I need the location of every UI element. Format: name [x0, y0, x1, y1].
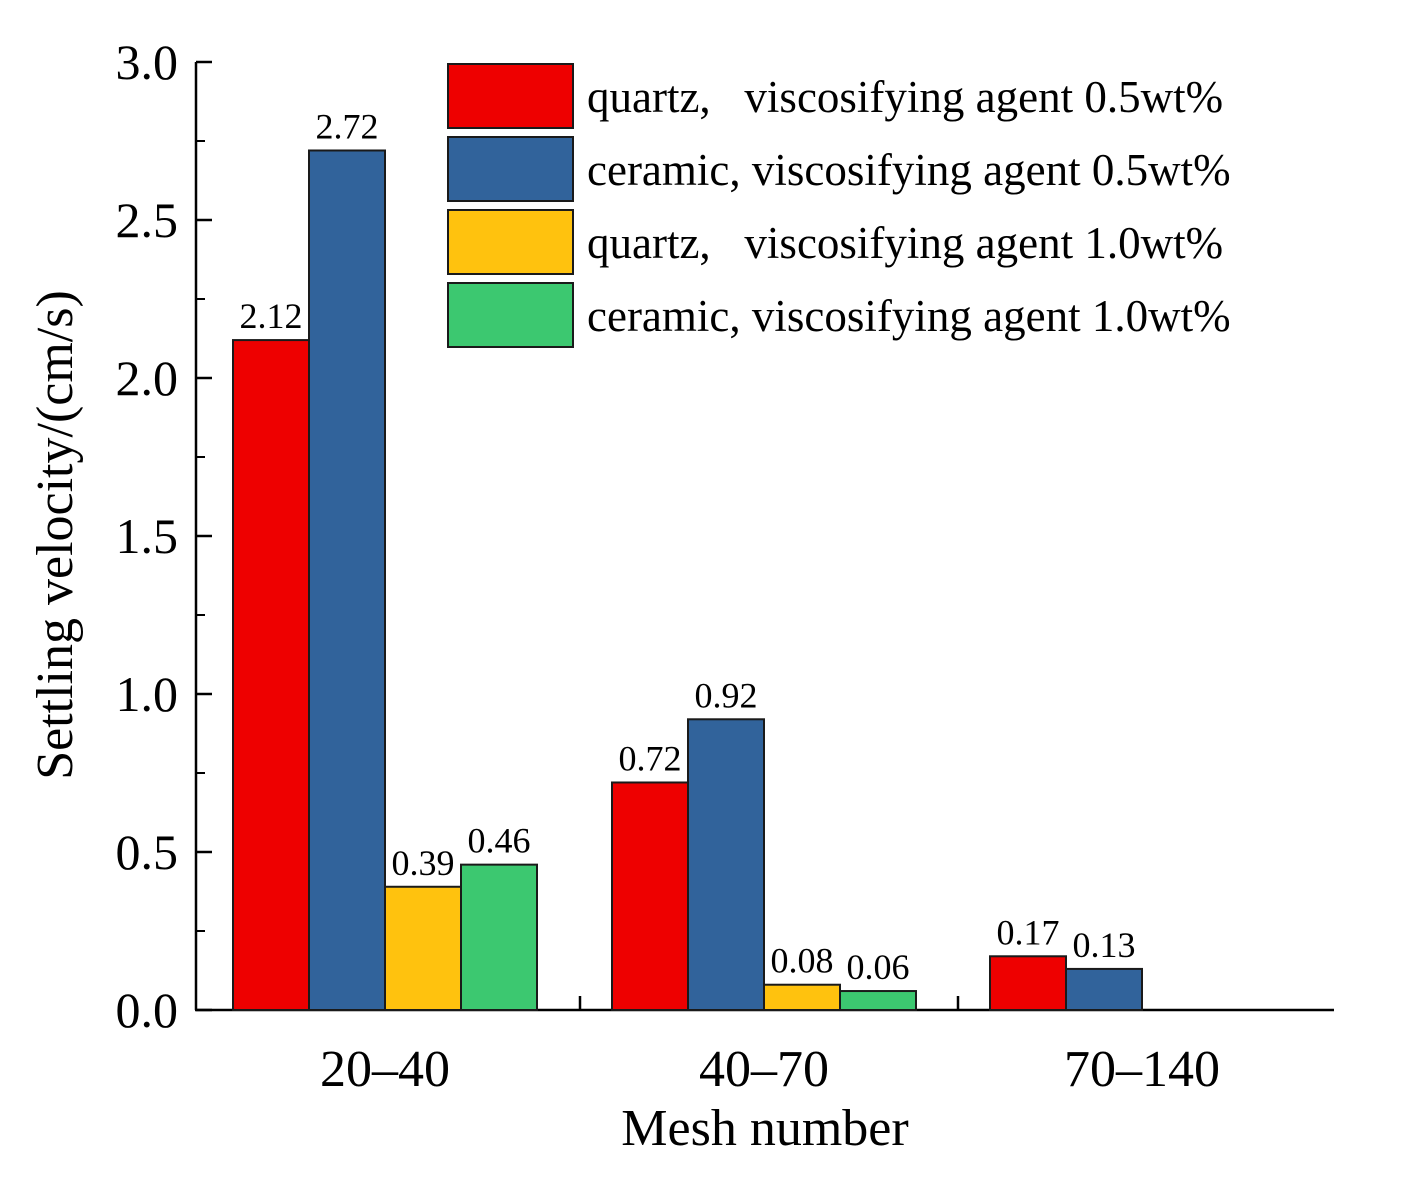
y-tick-label: 1.5: [116, 508, 179, 564]
x-axis-title: Mesh number: [621, 1100, 908, 1157]
y-tick-label: 2.5: [116, 192, 179, 248]
bar: [308, 149, 386, 1012]
bar-value-label: 0.46: [468, 821, 531, 861]
bar-value-label: 0.08: [771, 941, 834, 981]
legend-swatch: [447, 209, 574, 275]
legend: quartz, viscosifying agent 0.5wt% ceramic…: [447, 63, 1231, 348]
bar: [1065, 967, 1143, 1011]
plot-area: 0.0 0.5 1.0 1.5 2.0 2.5 3.0 20–40 40–70 70–140 2.1…: [116, 34, 1334, 1098]
bar: [763, 983, 841, 1011]
legend-label: ceramic, viscosifying agent 0.5wt%: [587, 145, 1231, 195]
bar: [384, 885, 462, 1012]
bar: [839, 990, 917, 1011]
legend-swatch: [447, 282, 574, 348]
bar-value-label: 0.06: [847, 947, 910, 987]
legend-label: quartz, viscosifying agent 0.5wt%: [587, 72, 1223, 122]
bar: [687, 718, 765, 1012]
bar-value-label: 0.72: [619, 738, 682, 778]
y-tick-label: 0.5: [116, 824, 179, 880]
legend-swatch: [447, 136, 574, 202]
y-axis-title: Settling velocity/(cm/s): [27, 290, 84, 780]
bar-value-label: 0.92: [695, 675, 758, 715]
x-category-label: 20–40: [320, 1041, 450, 1098]
y-tick-label: 0.0: [116, 982, 179, 1038]
bar: [989, 955, 1067, 1012]
y-tick-label: 2.0: [116, 350, 179, 406]
y-tick-label: 1.0: [116, 666, 179, 722]
y-tick-label: 3.0: [116, 34, 179, 90]
x-category-label: 70–140: [1064, 1041, 1220, 1098]
bar: [460, 863, 538, 1012]
bar-value-label: 0.17: [997, 912, 1060, 952]
legend-label: quartz, viscosifying agent 1.0wt%: [587, 218, 1223, 268]
legend-swatch: [447, 63, 574, 129]
bar-value-label: 0.13: [1073, 925, 1136, 965]
bar-value-label: 2.72: [316, 106, 379, 146]
x-category-label: 40–70: [699, 1041, 829, 1098]
bar: [611, 781, 689, 1011]
bar-value-label: 0.39: [392, 843, 455, 883]
bar-value-label: 2.12: [240, 296, 303, 336]
bar: [232, 339, 310, 1011]
legend-label: ceramic, viscosifying agent 1.0wt%: [587, 291, 1231, 341]
